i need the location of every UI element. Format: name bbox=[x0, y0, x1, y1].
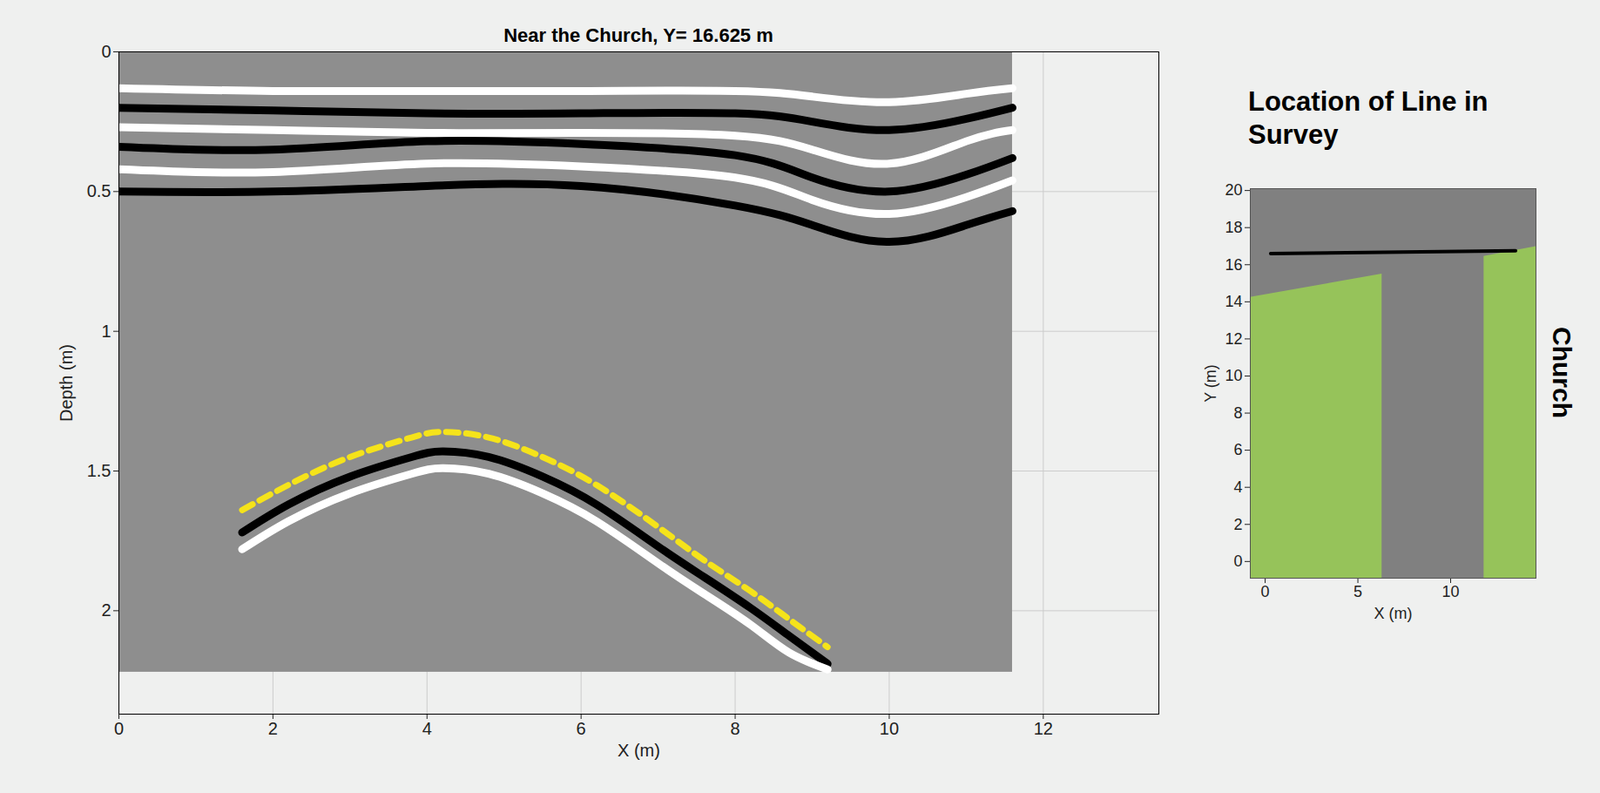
svg-text:4: 4 bbox=[1233, 478, 1243, 496]
svg-text:10: 10 bbox=[1224, 366, 1243, 385]
svg-text:14: 14 bbox=[1224, 292, 1243, 311]
svg-text:20: 20 bbox=[1224, 181, 1243, 199]
svg-text:10: 10 bbox=[1442, 582, 1460, 601]
svg-text:1.5: 1.5 bbox=[87, 460, 112, 480]
html-text:Location of Line in Survey: Location of Line in Survey bbox=[1248, 86, 1489, 150]
svg-text:5: 5 bbox=[1353, 582, 1363, 601]
svg-text:X (m): X (m) bbox=[1374, 604, 1413, 622]
svg-text:4: 4 bbox=[422, 718, 433, 738]
html-text:Church: Church bbox=[1547, 326, 1577, 419]
svg-text:2: 2 bbox=[1233, 515, 1243, 534]
svg-text:0.5: 0.5 bbox=[87, 181, 112, 201]
svg-text:10: 10 bbox=[879, 718, 899, 738]
svg-text:0: 0 bbox=[1233, 552, 1243, 570]
svg-text:0: 0 bbox=[114, 718, 124, 738]
svg-text:Y (m): Y (m) bbox=[1201, 364, 1220, 403]
svg-text:12: 12 bbox=[1224, 330, 1243, 348]
svg-text:X (m): X (m) bbox=[617, 740, 661, 760]
svg-text:12: 12 bbox=[1033, 718, 1054, 738]
svg-text:1: 1 bbox=[101, 321, 111, 341]
svg-text:6: 6 bbox=[576, 718, 587, 738]
svg-text:6: 6 bbox=[1233, 440, 1243, 459]
svg-text:8: 8 bbox=[1233, 404, 1243, 422]
svg-text:2: 2 bbox=[268, 718, 278, 738]
svg-text:8: 8 bbox=[729, 718, 740, 738]
svg-text:0: 0 bbox=[1261, 582, 1270, 601]
svg-text:16: 16 bbox=[1224, 256, 1243, 274]
svg-text:2: 2 bbox=[101, 600, 111, 620]
svg-text:Depth (m): Depth (m) bbox=[56, 344, 76, 422]
svg-text:0: 0 bbox=[101, 41, 111, 61]
svg-text:18: 18 bbox=[1224, 218, 1243, 237]
html-text:Near the Church, Y= 16.625 m: Near the Church, Y= 16.625 m bbox=[503, 24, 774, 47]
